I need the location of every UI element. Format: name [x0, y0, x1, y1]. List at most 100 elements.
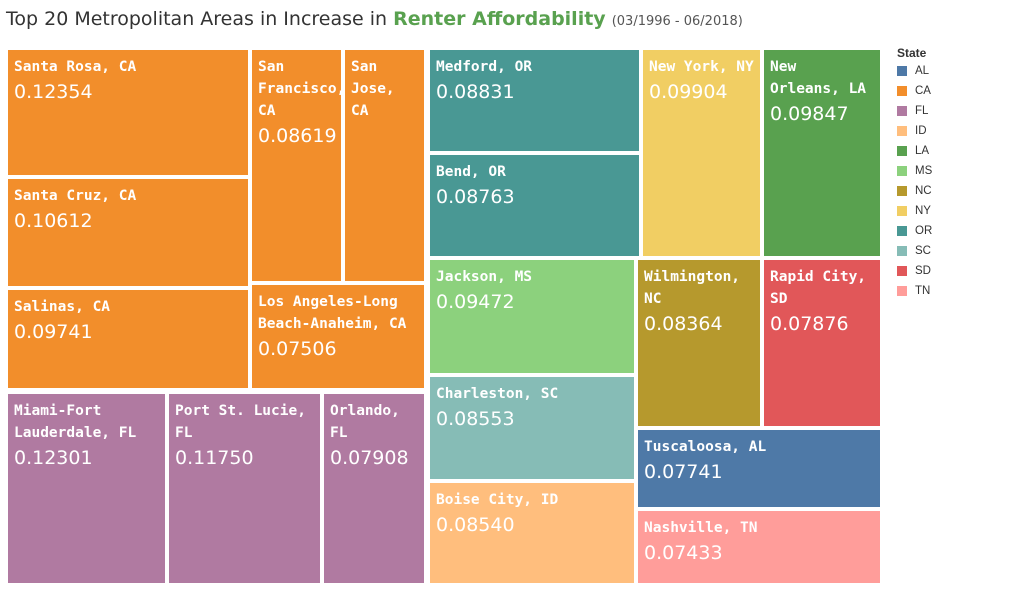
- legend-swatch: [897, 86, 907, 96]
- legend-item[interactable]: SD: [897, 261, 932, 281]
- treemap-tile[interactable]: Wilmington, NC 0.08364: [636, 258, 762, 428]
- treemap-tile[interactable]: Boise City, ID 0.08540: [428, 481, 636, 585]
- tile-label: Jackson, MS: [436, 269, 533, 285]
- legend-item[interactable]: TN: [897, 281, 932, 301]
- treemap-tile[interactable]: Miami-Fort Lauderdale, FL 0.12301: [6, 392, 167, 585]
- tile-value: 0.07741: [644, 461, 723, 483]
- treemap-tile[interactable]: Port St. Lucie, FL 0.11750: [167, 392, 322, 585]
- legend-swatch: [897, 266, 907, 276]
- legend-item[interactable]: NY: [897, 201, 932, 221]
- legend-label: MS: [915, 165, 933, 177]
- tile-label: Charleston, SC: [436, 386, 559, 402]
- treemap-tile[interactable]: Salinas, CA 0.09741: [6, 288, 250, 390]
- legend-swatch: [897, 106, 907, 116]
- tile-label: New York, NY: [649, 59, 754, 75]
- tile-value: 0.10612: [14, 210, 93, 232]
- tile-label: Boise City, ID: [436, 492, 559, 508]
- chart-title-highlight: Renter Affordability: [393, 8, 606, 30]
- tile-value: 0.08619: [258, 125, 337, 147]
- tile-value: 0.08763: [436, 186, 515, 208]
- tile-value: 0.08553: [436, 408, 515, 430]
- legend-label: TN: [915, 285, 931, 297]
- legend-swatch: [897, 66, 907, 76]
- tile-value: 0.08540: [436, 514, 515, 536]
- legend-title: State: [897, 46, 927, 60]
- tile-value: 0.12301: [14, 447, 93, 469]
- treemap-tile[interactable]: Rapid City, SD 0.07876: [762, 258, 882, 428]
- treemap-tile[interactable]: Nashville, TN 0.07433: [636, 509, 882, 585]
- treemap-tile[interactable]: Charleston, SC 0.08553: [428, 375, 636, 481]
- legend-swatch: [897, 186, 907, 196]
- treemap-tile[interactable]: Medford, OR 0.08831: [428, 48, 641, 153]
- tile-label: Santa Rosa, CA: [14, 59, 137, 75]
- treemap-tile[interactable]: Santa Rosa, CA 0.12354: [6, 48, 250, 177]
- chart-title: Top 20 Metropolitan Areas in Increase in…: [6, 8, 743, 30]
- legend-swatch: [897, 166, 907, 176]
- legend-label: NY: [915, 205, 931, 217]
- tile-value: 0.07908: [330, 447, 409, 469]
- treemap-tile[interactable]: Orlando, FL 0.07908: [322, 392, 426, 585]
- legend-label: AL: [915, 65, 930, 77]
- legend-swatch: [897, 246, 907, 256]
- tile-label: Salinas, CA: [14, 299, 111, 315]
- tile-value: 0.12354: [14, 81, 93, 103]
- tile-value: 0.09472: [436, 291, 515, 313]
- tile-label: San Jose, CA: [351, 59, 395, 119]
- legend-label: SC: [915, 245, 931, 257]
- legend: State AL CA FL ID LA MS NC NY OR SC SD TN: [897, 45, 932, 301]
- tile-value: 0.08831: [436, 81, 515, 103]
- tile-label: Santa Cruz, CA: [14, 188, 137, 204]
- legend-label: NC: [915, 185, 932, 197]
- tile-value: 0.09741: [14, 321, 93, 343]
- legend-item[interactable]: SC: [897, 241, 932, 261]
- treemap-tile[interactable]: New York, NY 0.09904: [641, 48, 762, 258]
- treemap-tile[interactable]: New Orleans, LA 0.09847: [762, 48, 882, 258]
- legend-label: ID: [915, 125, 927, 137]
- tile-label: Nashville, TN: [644, 520, 758, 536]
- tile-value: 0.07433: [644, 542, 723, 564]
- treemap-tile[interactable]: Santa Cruz, CA 0.10612: [6, 177, 250, 288]
- tile-label: New Orleans, LA: [770, 59, 867, 97]
- treemap-tile[interactable]: Los Angeles-Long Beach-Anaheim, CA 0.0750…: [250, 283, 426, 390]
- tile-label: Port St. Lucie, FL: [175, 403, 306, 441]
- legend-item[interactable]: MS: [897, 161, 932, 181]
- tile-value: 0.07506: [258, 338, 337, 360]
- legend-label: SD: [915, 265, 931, 277]
- legend-swatch: [897, 206, 907, 216]
- tile-label: Tuscaloosa, AL: [644, 439, 767, 455]
- tile-label: Orlando, FL: [330, 403, 400, 441]
- treemap-tile[interactable]: Tuscaloosa, AL 0.07741: [636, 428, 882, 509]
- legend-label: LA: [915, 145, 930, 157]
- tile-label: Miami-Fort Lauderdale, FL: [14, 403, 137, 441]
- treemap-tile[interactable]: Jackson, MS 0.09472: [428, 258, 636, 375]
- tile-label: Bend, OR: [436, 164, 506, 180]
- tile-label: Los Angeles-Long Beach-Anaheim, CA: [258, 294, 407, 332]
- legend-item[interactable]: FL: [897, 101, 932, 121]
- treemap-tile[interactable]: San Francisco, CA 0.08619: [250, 48, 343, 283]
- legend-item[interactable]: LA: [897, 141, 932, 161]
- chart-title-main: Top 20 Metropolitan Areas in Increase in: [6, 8, 394, 30]
- legend-item[interactable]: AL: [897, 61, 932, 81]
- tile-value: 0.09904: [649, 81, 728, 103]
- tile-label: Wilmington, NC: [644, 269, 741, 307]
- tile-label: Rapid City, SD: [770, 269, 867, 307]
- legend-item[interactable]: CA: [897, 81, 932, 101]
- chart-subtitle: (03/1996 - 06/2018): [611, 14, 743, 29]
- treemap-tile[interactable]: Bend, OR 0.08763: [428, 153, 641, 258]
- legend-swatch: [897, 286, 907, 296]
- legend-item[interactable]: OR: [897, 221, 932, 241]
- legend-item[interactable]: NC: [897, 181, 932, 201]
- tile-value: 0.07876: [770, 313, 849, 335]
- tile-value: 0.09847: [770, 103, 849, 125]
- treemap-tile[interactable]: San Jose, CA: [343, 48, 426, 283]
- tile-value: 0.11750: [175, 447, 254, 469]
- legend-label: FL: [915, 105, 929, 117]
- tile-label: San Francisco, CA: [258, 59, 343, 119]
- tile-value: 0.08364: [644, 313, 723, 335]
- legend-swatch: [897, 146, 907, 156]
- legend-label: CA: [915, 85, 931, 97]
- legend-swatch: [897, 126, 907, 136]
- legend-label: OR: [915, 225, 933, 237]
- legend-item[interactable]: ID: [897, 121, 932, 141]
